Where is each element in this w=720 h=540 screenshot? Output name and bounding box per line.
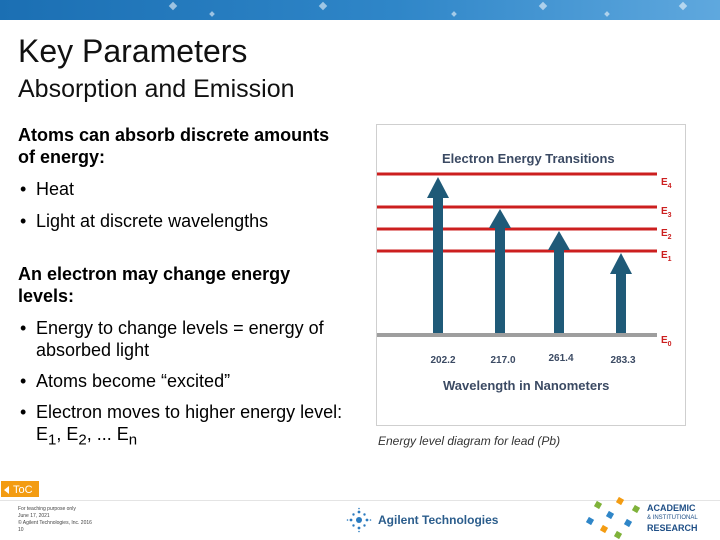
page-title: Key Parameters [18,33,248,69]
arrow-shaft-217 [495,226,505,333]
wavelength-label-283: 283.3 [610,355,635,366]
wavelength-label-202: 202.2 [430,355,455,366]
banner-decoration [604,11,610,17]
diagram-title: Electron Energy Transitions [442,151,615,166]
toc-button[interactable]: ToC [0,480,40,498]
footer-notes: For teaching purpose only June 17, 2021 … [18,506,92,534]
section-heading-absorb: Atoms can absorb discrete amounts of ene… [18,125,330,167]
logo-square [599,524,609,534]
bullet-excited: Atoms become “excited” [18,370,348,392]
logo-square [593,500,603,510]
footer-line: 10 [18,527,24,533]
agilent-logo: Agilent Technologies [346,507,498,533]
section-heading-electron: An electron may change energy levels: [18,264,291,306]
wavelength-label-261: 261.4 [548,353,573,364]
energy-diagram: Electron Energy Transitions E4 E3 E2 E1 … [376,124,686,426]
arrow-head-261 [548,231,570,250]
bullet-text: , ... E [86,424,129,444]
arrow-head-283 [610,253,632,274]
level-label-e1: E1 [661,250,672,263]
top-banner [0,0,720,20]
banner-decoration [318,1,328,11]
logo-square [605,510,615,520]
banner-decoration [678,1,688,11]
subscript: n [128,431,138,449]
banner-decoration [538,1,548,11]
banner-decoration [209,11,215,17]
bullet-text: , E [56,424,79,444]
banner-decoration [168,1,178,11]
bullet-text: Electron moves to higher energy level: E [36,402,343,444]
logo-square [585,516,595,526]
logo-square [623,518,633,528]
agilent-spark-icon [346,507,372,533]
academic-line-3: RESEARCH [647,523,698,533]
bullet-energy-change: Energy to change levels = energy of abso… [18,317,348,361]
agilent-name: Agilent Technologies [378,513,499,527]
diagram-xlabel: Wavelength in Nanometers [443,378,609,393]
footer-line: For teaching purpose only [18,506,76,512]
academic-line-2: & INSTITUTIONAL [647,515,698,521]
level-label-e2: E2 [661,228,672,241]
energy-diagram-svg: Electron Energy Transitions E4 E3 E2 E1 … [377,151,672,393]
page-subtitle: Absorption and Emission [18,75,295,103]
transition-arrows [427,177,632,333]
academic-research-logo: ACADEMIC & INSTITUTIONAL RESEARCH [585,492,720,540]
footer-divider [0,500,720,501]
logo-square [631,504,641,514]
footer-line: June 17, 2021 [18,513,50,519]
bullet-heat: Heat [18,178,348,200]
academic-line-1: ACADEMIC [647,503,696,513]
level-label-e4: E4 [661,177,672,190]
arrow-shaft-202 [433,196,443,333]
logo-square [613,530,623,540]
arrow-shaft-261 [554,248,564,333]
subscript: 2 [78,431,87,449]
logo-square [615,496,625,506]
wavelength-label-217: 217.0 [490,355,515,366]
arrow-head-217 [489,209,511,228]
figure-caption: Energy level diagram for lead (Pb) [378,434,561,448]
arrow-head-202 [427,177,449,198]
bullet-light: Light at discrete wavelengths [18,210,348,232]
bullet-electron-moves: Electron moves to higher energy level: E… [18,401,348,452]
banner-decoration [451,11,457,17]
level-label-e3: E3 [661,206,672,219]
slide-body: Atoms can absorb discrete amounts of ene… [18,124,348,452]
footer-line: © Agilent Technologies, Inc. 2016 [18,520,92,526]
level-label-e0: E0 [661,335,672,348]
arrow-shaft-283 [616,272,626,333]
subscript: 1 [48,431,57,449]
